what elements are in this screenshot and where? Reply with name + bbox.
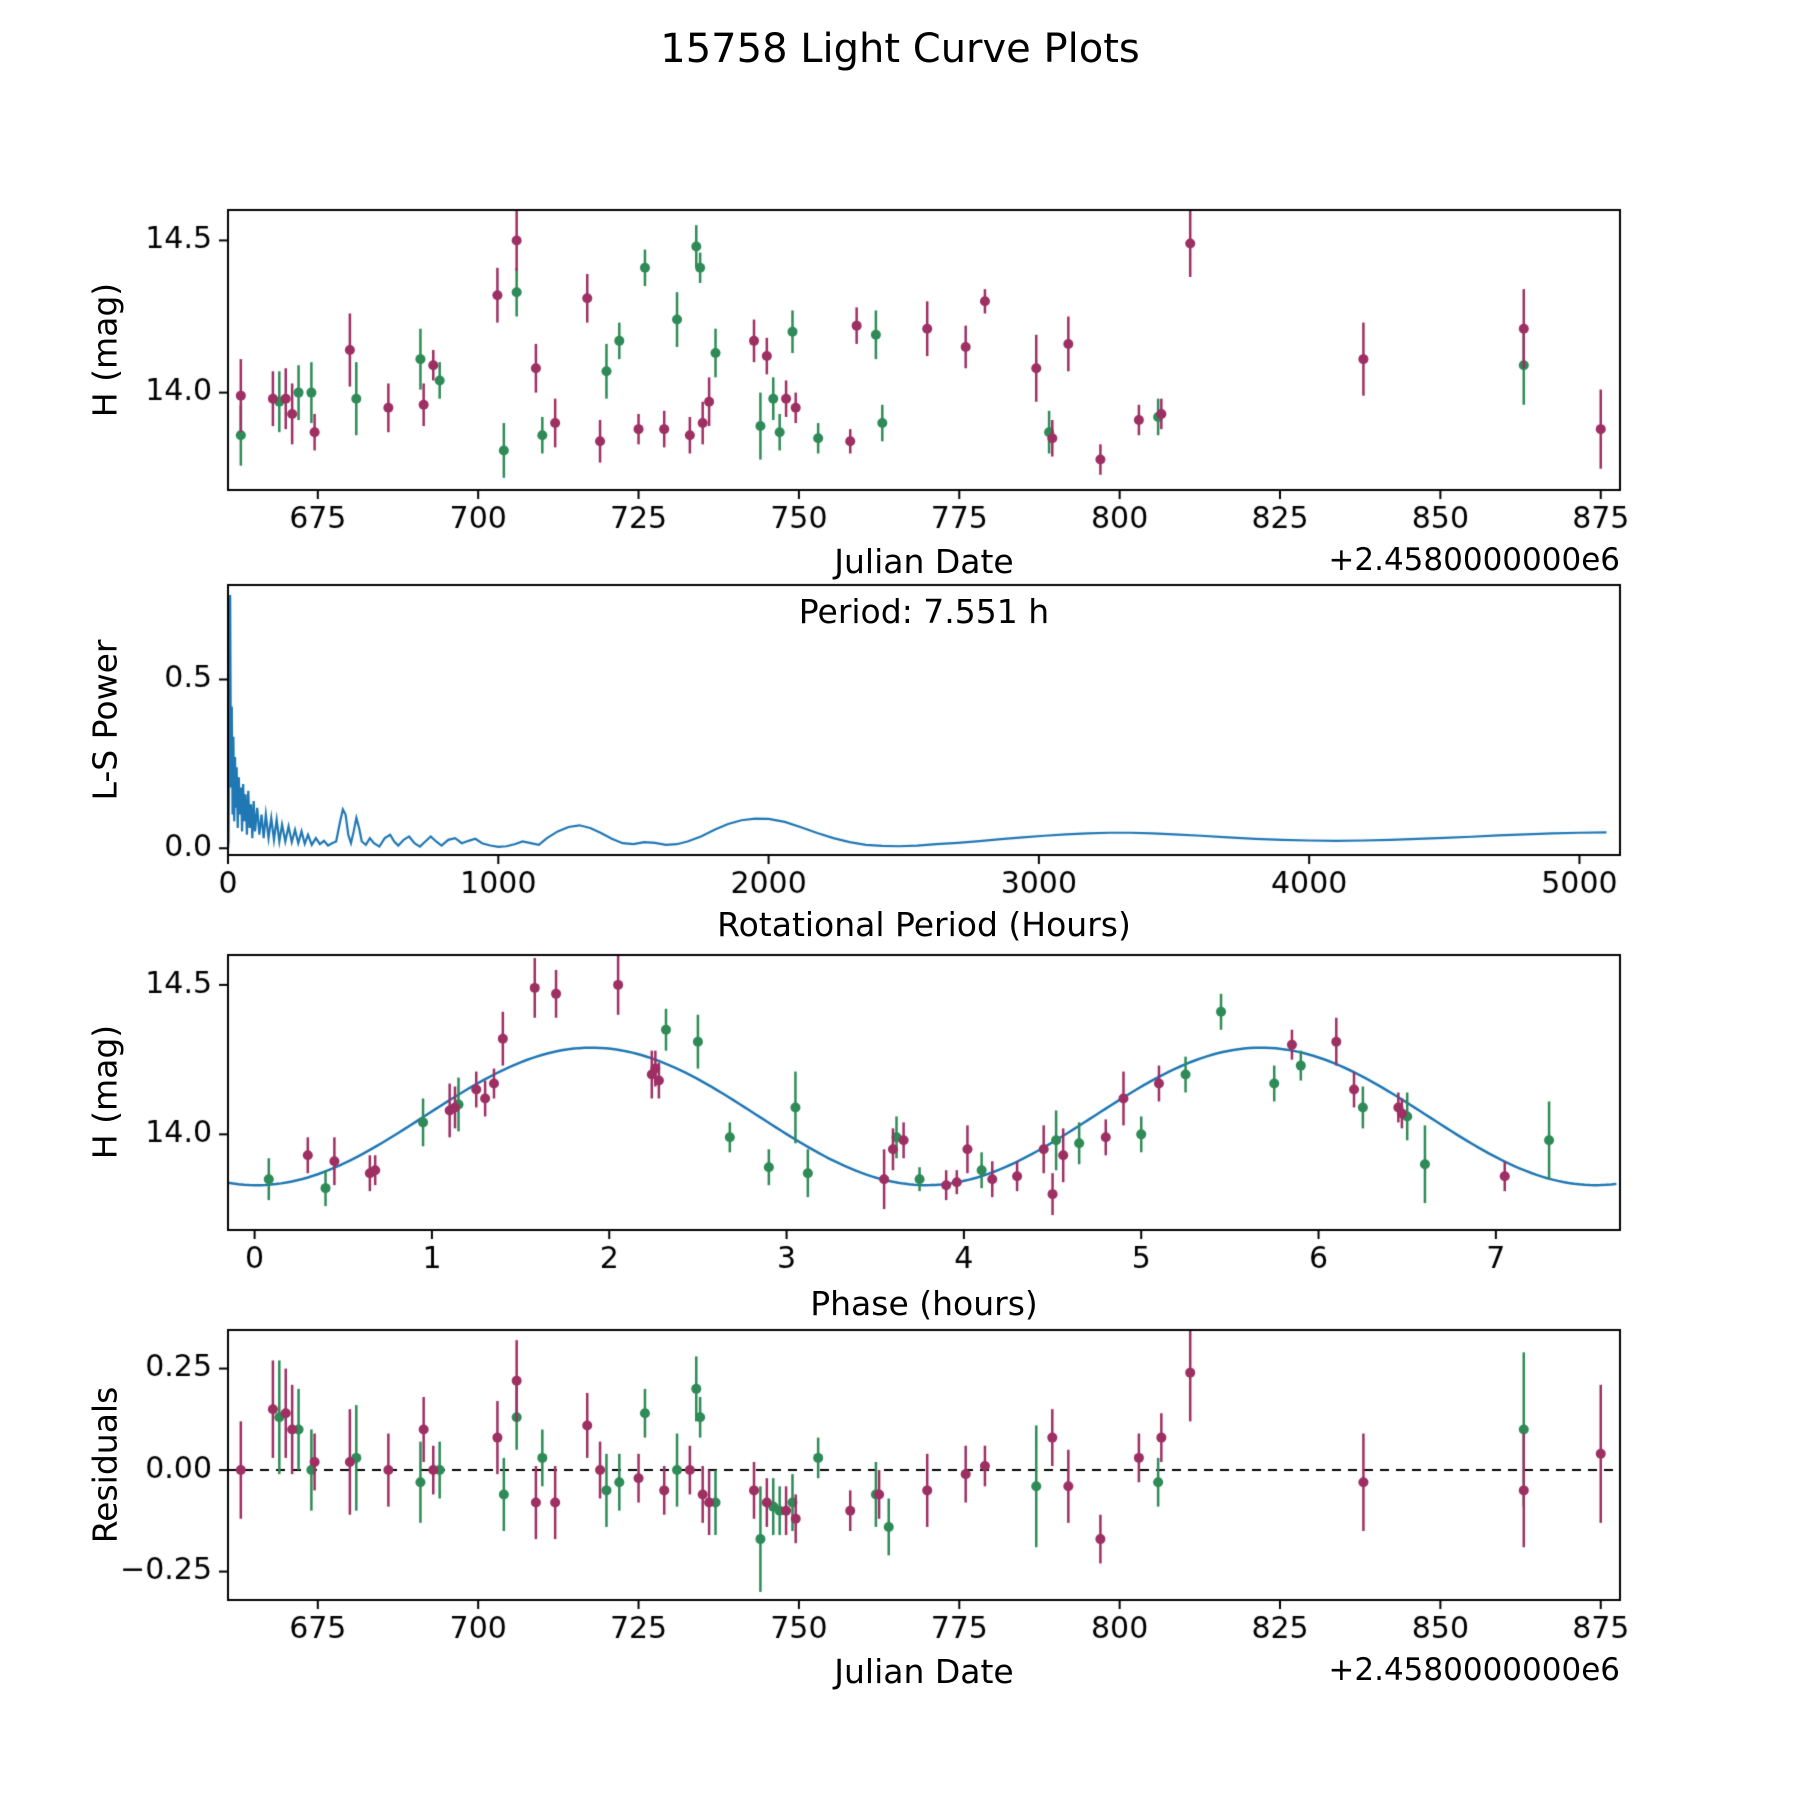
figure-title: 15758 Light Curve Plots [660,26,1140,72]
lightcurve-xlabel: Julian Date [834,542,1014,581]
residuals-xlabel: Julian Date [834,1652,1014,1691]
lightcurve-ylabel: H (mag) [85,282,125,418]
phased-xlabel: Phase (hours) [810,1284,1038,1323]
periodogram-xlabel: Rotational Period (Hours) [717,905,1131,944]
phased-ylabel: H (mag) [85,1024,125,1160]
periodogram-ylabel: L-S Power [85,639,125,801]
residuals-ylabel: Residuals [85,1386,125,1544]
lightcurve-x-offset-text: +2.4580000000e6 [1328,542,1620,578]
residuals-x-offset-text: +2.4580000000e6 [1328,1652,1620,1688]
period-annotation: Period: 7.551 h [798,592,1050,631]
